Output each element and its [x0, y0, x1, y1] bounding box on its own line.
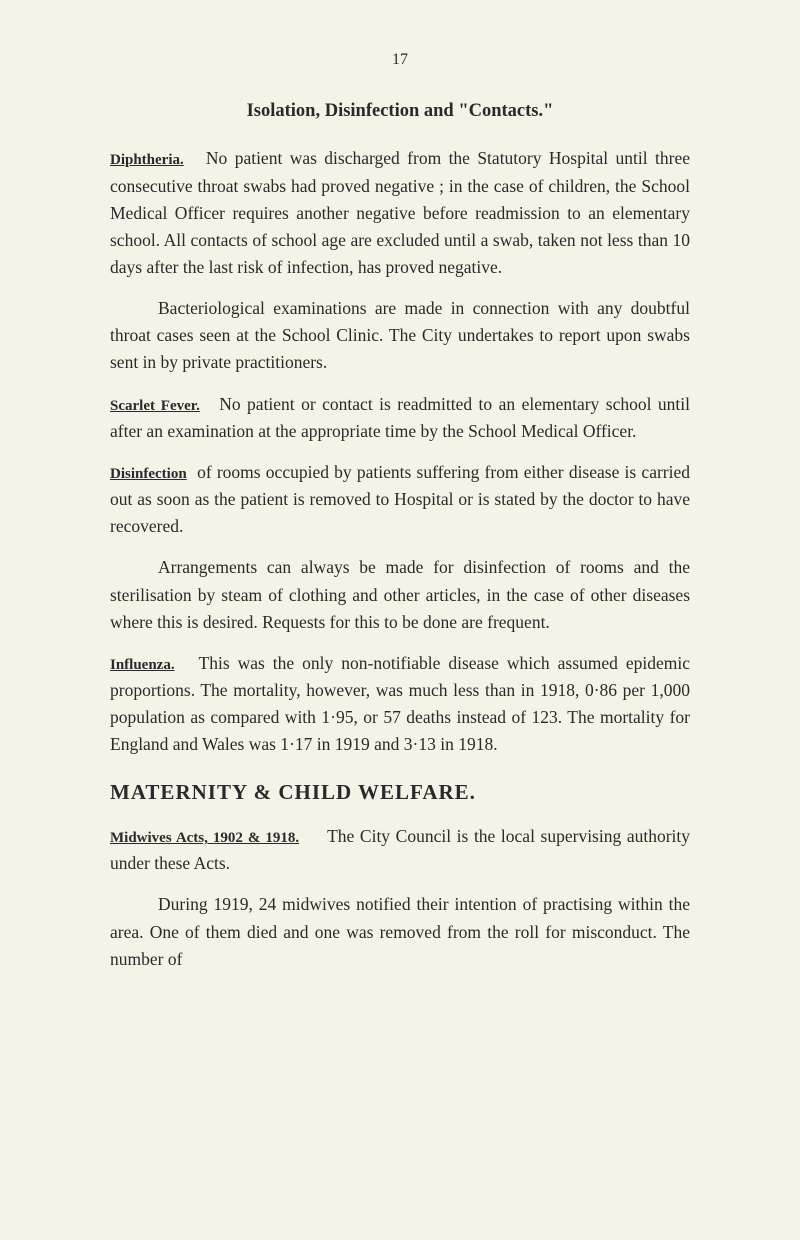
scarlet-block: Scarlet Fever. No patient or contact is … [110, 391, 690, 445]
influenza-head: Influenza. [110, 657, 175, 673]
page-number: 17 [110, 48, 690, 73]
disinfection-block: Disinfection of rooms occupied by patien… [110, 459, 690, 541]
diphtheria-p1: No patient was discharged from the Statu… [110, 148, 690, 277]
midwives-p2: During 1919, 24 midwives notified their … [110, 891, 690, 972]
midwives-head: Midwives Acts, 1902 & 1918. [110, 830, 299, 846]
section-title: Isolation, Disinfection and "Contacts." [110, 97, 690, 126]
midwives-block: Midwives Acts, 1902 & 1918. The City Cou… [110, 823, 690, 877]
disinfection-head: Disinfection [110, 466, 187, 482]
scarlet-head: Scarlet Fever. [110, 398, 200, 414]
maternity-heading: MATERNITY & CHILD WELFARE. [110, 776, 690, 809]
disinfection-p2: Arrangements can always be made for disi… [110, 554, 690, 635]
diphtheria-head: Diphtheria. [110, 152, 184, 168]
disinfection-p1: of rooms occupied by patients suffering … [110, 462, 690, 536]
diphtheria-p2: Bacteriological examinations are made in… [110, 295, 690, 376]
influenza-block: Influenza. This was the only non-notifia… [110, 650, 690, 759]
influenza-p1: This was the only non-notifiable disease… [110, 653, 690, 755]
diphtheria-block: Diphtheria. No patient was discharged fr… [110, 145, 690, 281]
